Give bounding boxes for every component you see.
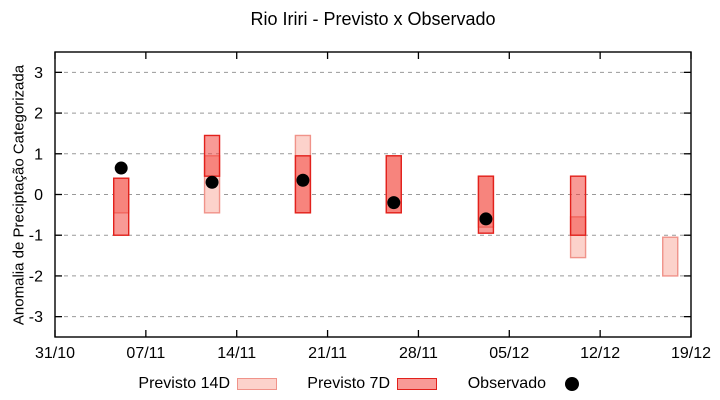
previsto-7d-bar [569,175,587,236]
observado-dot [205,175,219,189]
legend-label-previsto-7d: Previsto 7D [307,375,390,392]
legend-swatch-previsto-14d [237,378,277,390]
y-tick-label: 1 [34,146,43,163]
x-tick-label: 19/12 [671,345,711,362]
x-tick-label: 14/11 [217,345,256,362]
observado-dot [387,196,401,210]
observado-dot [114,161,128,175]
observado-dot [296,173,310,187]
y-tick-label: -2 [29,268,43,285]
y-tick-label: -3 [29,309,43,326]
x-tick-label: 31/10 [35,345,75,362]
previsto-7d-bar [203,134,221,177]
observado-dot [479,212,493,226]
y-axis-label: Anomalia de Preciptação Categorizada [10,64,28,326]
x-tick-label: 28/11 [399,345,438,362]
legend-label-observado: Observado [467,375,546,392]
y-tick-label: 2 [34,106,43,123]
previsto-7d-bar [112,177,130,236]
legend-swatch-previsto-7d [397,378,437,390]
y-tick-label: -1 [29,228,43,245]
x-tick-label: 12/12 [580,345,620,362]
previsto-14d-bar [662,236,679,277]
x-tick-label: 05/12 [489,345,529,362]
y-tick-label: 3 [34,65,43,82]
legend-swatch-observado-dot [565,377,579,391]
legend-label-previsto-14d: Previsto 14D [138,375,230,392]
chart-title: Rio Iriri - Previsto x Observado [250,9,496,29]
y-tick-label: 0 [34,187,43,204]
x-tick-label: 21/11 [308,345,347,362]
x-tick-label: 07/11 [126,345,165,362]
